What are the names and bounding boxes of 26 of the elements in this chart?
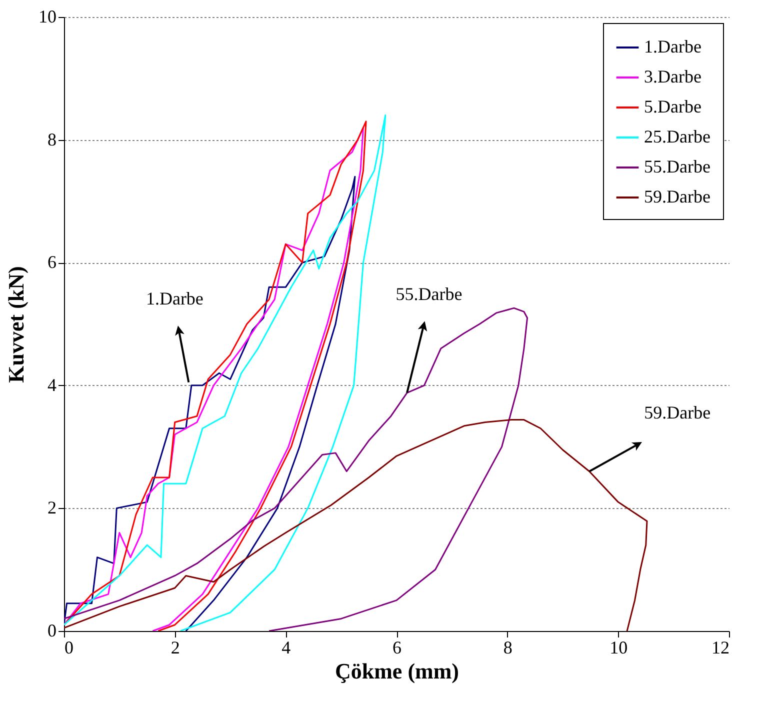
y-tick-label: 6 (48, 252, 56, 272)
y-tick-label: 2 (48, 498, 56, 518)
x-tick-label: 12 (712, 638, 730, 658)
x-axis-title: Çökme (mm) (334, 658, 460, 684)
legend-label: 55.Darbe (644, 156, 710, 176)
y-tick-label: 4 (48, 374, 56, 395)
legend-label: 3.Darbe (644, 66, 702, 86)
annotation: 1.Darbe (146, 288, 204, 308)
line-series (64, 307, 528, 631)
y-tick-label: 8 (48, 129, 56, 150)
y-tick-label: 10 (38, 6, 56, 26)
x-tick-label: 6 (392, 638, 402, 658)
legend-label: 59.Darbe (644, 186, 710, 206)
x-tick-label: 0 (64, 638, 74, 658)
x-tick-label: 8 (503, 638, 512, 658)
y-axis-title: Kuvvet (kN) (4, 266, 28, 383)
annotation: 55.Darbe (396, 284, 462, 304)
legend-label: 25.Darbe (644, 126, 710, 146)
annotation: 59.Darbe (644, 402, 711, 422)
legend-label: 5.Darbe (644, 96, 702, 116)
x-tick-label: 10 (610, 638, 628, 658)
y-tick-label: 0 (48, 620, 56, 640)
line-series (64, 419, 648, 631)
x-tick-label: 2 (170, 638, 180, 658)
legend-label: 1.Darbe (644, 36, 702, 56)
x-tick-label: 4 (282, 638, 291, 658)
